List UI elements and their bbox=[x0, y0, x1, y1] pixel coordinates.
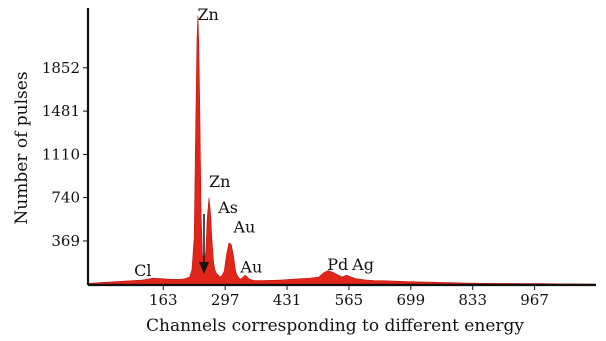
peak-label-ag: Ag bbox=[351, 255, 374, 274]
x-tick-label: 967 bbox=[520, 291, 549, 309]
y-tick-label: 740 bbox=[51, 189, 80, 207]
axes bbox=[86, 8, 596, 287]
y-ticks: 369 740 1110 1481 1852 bbox=[42, 59, 88, 250]
peak-label-au: Au bbox=[232, 218, 255, 237]
y-tick-label: 369 bbox=[51, 232, 80, 250]
peak-label-zn: Zn bbox=[197, 5, 218, 24]
peak-label-cl: Cl bbox=[134, 261, 151, 280]
peak-label-as: As bbox=[217, 198, 238, 217]
y-tick-label: 1852 bbox=[42, 59, 80, 77]
plot-area bbox=[87, 15, 597, 285]
peak-label-pd: Pd bbox=[327, 255, 348, 274]
x-tick-label: 431 bbox=[273, 291, 302, 309]
peak-label-au: Au bbox=[239, 257, 262, 276]
x-tick-label: 833 bbox=[458, 291, 487, 309]
peak-label-zn: Zn bbox=[209, 172, 230, 191]
x-tick-label: 699 bbox=[396, 291, 425, 309]
x-tick-label: 163 bbox=[149, 291, 178, 309]
as-arrow bbox=[199, 214, 209, 274]
as-arrow-head bbox=[199, 262, 209, 274]
x-axis-title: Channels corresponding to different ener… bbox=[146, 316, 524, 336]
y-axis-title: Number of pulses bbox=[12, 71, 32, 224]
spectrum-area bbox=[87, 15, 597, 285]
x-tick-label: 565 bbox=[335, 291, 364, 309]
x-tick-label: 297 bbox=[211, 291, 240, 309]
y-tick-label: 1481 bbox=[42, 102, 80, 120]
y-tick-label: 1110 bbox=[42, 145, 80, 163]
x-ticks: 163 297 431 565 699 833 967 bbox=[149, 285, 549, 309]
